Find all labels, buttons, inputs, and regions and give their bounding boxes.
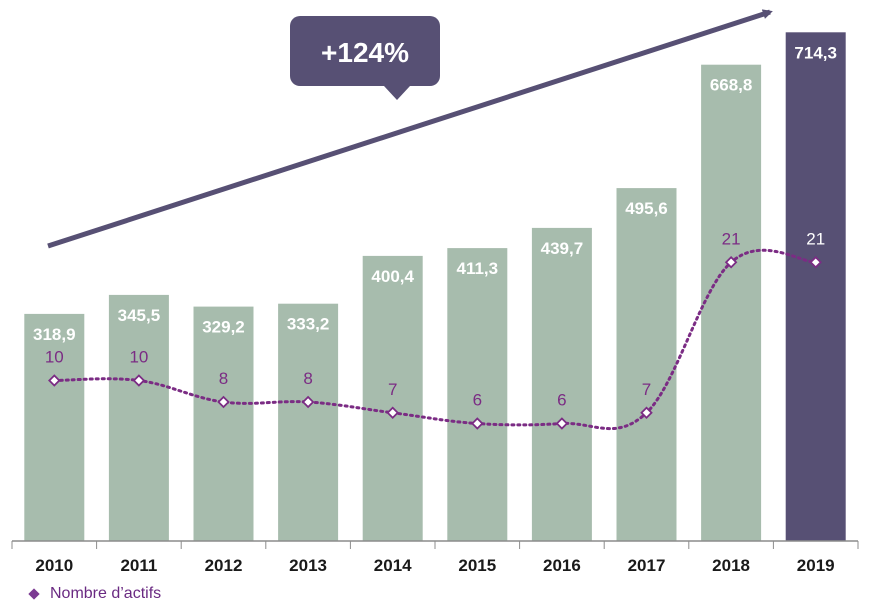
actifs-point — [132, 374, 146, 387]
actifs-value-label: 21 — [722, 229, 741, 248]
actifs-point — [48, 374, 61, 387]
bar-2012 — [193, 306, 254, 541]
actifs-value-label: 7 — [388, 380, 397, 399]
x-tick-label: 2010 — [35, 556, 73, 575]
x-tick-label: 2018 — [712, 556, 750, 575]
actifs-value-label: 10 — [129, 348, 148, 367]
bar-value-label: 411,3 — [456, 259, 498, 278]
actifs-point — [724, 255, 738, 269]
actifs-point — [301, 395, 315, 409]
actifs-value-label: 8 — [219, 369, 228, 388]
actifs-value-label: 21 — [806, 229, 825, 248]
legend-label: Nombre d’actifs — [50, 585, 162, 602]
actifs-line — [52, 248, 818, 431]
trend-arrow — [47, 9, 773, 249]
bar-2010 — [24, 313, 85, 541]
actifs-point — [217, 395, 230, 409]
x-tick-label: 2016 — [543, 556, 581, 575]
bar-2014 — [362, 255, 423, 541]
bar-value-label: 345,5 — [118, 306, 161, 325]
bar-value-label: 714,3 — [794, 43, 837, 62]
bar-2017 — [616, 188, 677, 541]
actifs-value-label: 8 — [303, 369, 312, 388]
callout-text: +124% — [321, 37, 409, 68]
callout-pointer — [384, 86, 410, 100]
actifs-point — [640, 406, 653, 420]
bar-value-label: 668,8 — [710, 76, 753, 95]
bar-value-label: 400,4 — [371, 267, 414, 286]
growth-callout: +124% — [290, 16, 440, 100]
actifs-value-label: 6 — [473, 391, 482, 410]
callout-box — [290, 16, 440, 86]
actifs-point — [386, 406, 399, 420]
actifs-point — [555, 417, 569, 430]
x-tick-label: 2019 — [797, 556, 835, 575]
x-tick-label: 2013 — [289, 556, 327, 575]
actifs-point — [809, 255, 822, 269]
bar-2018 — [701, 64, 762, 541]
x-tick-label: 2014 — [374, 556, 412, 575]
x-tick-label: 2012 — [205, 556, 243, 575]
bar-2013 — [278, 303, 339, 541]
actifs-value-label: 10 — [45, 348, 64, 367]
x-tick-label: 2017 — [628, 556, 666, 575]
bar-value-label: 495,6 — [625, 199, 668, 218]
bar-value-label: 439,7 — [541, 239, 584, 258]
bar-value-label: 329,2 — [202, 318, 245, 337]
bar-2019 — [785, 32, 846, 542]
legend-diamond-icon — [28, 588, 40, 600]
bar-value-label: 318,9 — [33, 325, 76, 344]
bar-2015 — [447, 248, 508, 541]
legend: Nombre d’actifs — [28, 585, 162, 603]
actifs-point — [471, 417, 484, 430]
x-tick-label: 2011 — [120, 556, 157, 575]
actifs-value-label: 6 — [557, 391, 566, 410]
bar-2011 — [108, 294, 169, 541]
x-tick-label: 2015 — [458, 556, 496, 575]
bar-value-label: 333,2 — [287, 315, 330, 334]
bar-2016 — [531, 227, 592, 541]
actifs-value-label: 7 — [642, 380, 651, 399]
